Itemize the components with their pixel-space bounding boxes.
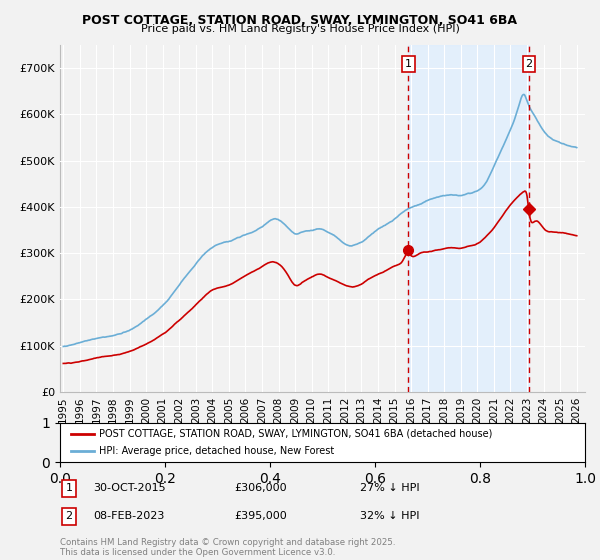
Text: 1: 1 (65, 483, 73, 493)
Text: HPI: Average price, detached house, New Forest: HPI: Average price, detached house, New … (100, 446, 335, 456)
Text: Price paid vs. HM Land Registry's House Price Index (HPI): Price paid vs. HM Land Registry's House … (140, 24, 460, 34)
Text: 08-FEB-2023: 08-FEB-2023 (93, 511, 164, 521)
Text: 2: 2 (526, 59, 533, 69)
Bar (408, 45, 529, 392)
Text: £395,000: £395,000 (234, 511, 287, 521)
Text: 1: 1 (405, 59, 412, 69)
Text: 27% ↓ HPI: 27% ↓ HPI (360, 483, 419, 493)
Text: Contains HM Land Registry data © Crown copyright and database right 2025.
This d: Contains HM Land Registry data © Crown c… (60, 538, 395, 557)
Text: 30-OCT-2015: 30-OCT-2015 (93, 483, 166, 493)
Text: 32% ↓ HPI: 32% ↓ HPI (360, 511, 419, 521)
Text: POST COTTAGE, STATION ROAD, SWAY, LYMINGTON, SO41 6BA (detached house): POST COTTAGE, STATION ROAD, SWAY, LYMING… (100, 429, 493, 439)
Text: 2: 2 (65, 511, 73, 521)
Text: POST COTTAGE, STATION ROAD, SWAY, LYMINGTON, SO41 6BA: POST COTTAGE, STATION ROAD, SWAY, LYMING… (83, 14, 517, 27)
Text: £306,000: £306,000 (234, 483, 287, 493)
